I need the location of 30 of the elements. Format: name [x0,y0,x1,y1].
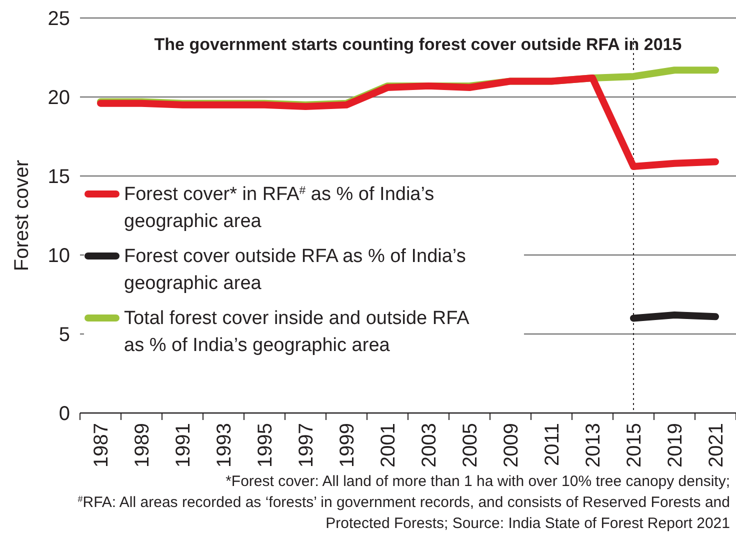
x-tick-label: 1993 [214,423,236,468]
x-tick-label: 1991 [172,423,194,468]
x-tick-label: 2021 [706,423,728,468]
text: The government starts counting forest cover outside RFA in 2015 [154,35,682,54]
y-tick-label: 5 [58,324,70,346]
text: Forest cover* in RFA$^{#}$ as % of India’s geographic area [124,184,434,232]
y-tick-label: 10 [48,245,70,267]
x-tick-label: 2013 [582,423,604,468]
x-tick-label: 2001 [378,423,400,468]
x-tick-label: 1995 [254,423,276,468]
text: $^{#}$RFA: All areas recorded as ‘forests’ in government records, and consists of Reserved Forests and [78,494,730,511]
legend-label: Forest cover outside RFA as % of India’s geographic area [124,246,466,294]
x-tick-label: 1987 [90,423,112,468]
y-tick-label: 20 [48,87,70,109]
x-tick-label: 2011 [542,423,564,466]
x-tick-label: 2003 [418,423,440,468]
y-axis-title: Forest cover [11,160,33,272]
y-tick-label: 25 [48,8,70,30]
text: *Forest cover: All land of more than 1 ha with over 10% tree canopy density; [226,473,730,490]
x-tick-label: 2015 [624,423,646,468]
x-tick-label: 1997 [296,423,318,468]
text: Protected Forests; Source: India State of Forest Report 2021 [326,515,730,532]
x-tick-label: 1999 [336,423,358,468]
x-tick-label: 2009 [500,423,522,468]
x-tick-label: 2005 [460,423,482,468]
x-tick-label: 1989 [132,423,154,468]
y-tick-label: 0 [58,403,70,425]
legend-label: Total forest cover inside and outside RFA as % of India’s geographic area [124,308,470,356]
y-tick-label: 15 [48,166,70,188]
x-tick-label: 2019 [664,423,686,468]
